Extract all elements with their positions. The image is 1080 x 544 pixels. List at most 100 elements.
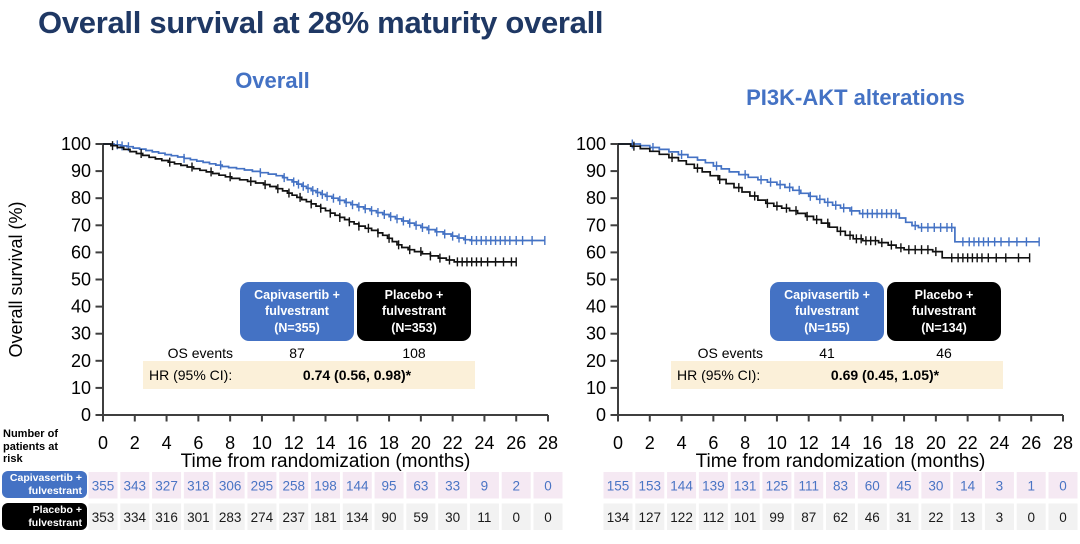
x-tick-label: 18 (379, 433, 399, 453)
hr-band-pi3k (671, 361, 1003, 389)
risk-count: 22 (928, 510, 943, 525)
y-tick-label: 0 (596, 405, 606, 425)
x-tick-label: 14 (830, 433, 850, 453)
x-tick-label: 10 (252, 433, 272, 453)
x-tick-label: 22 (443, 433, 463, 453)
risk-cell (533, 472, 563, 499)
risk-row-label-placebo: Placebo + fulvestrant (2, 503, 87, 530)
risk-cell (794, 472, 824, 499)
legend-line: fulvestrant (912, 304, 976, 319)
x-tick-label: 6 (708, 433, 718, 453)
risk-cell (698, 472, 728, 499)
risk-cell (984, 472, 1014, 499)
risk-cell (183, 472, 213, 499)
risk-cell (247, 472, 277, 499)
risk-count: 301 (187, 510, 210, 525)
risk-cell (857, 503, 887, 530)
risk-cell (1016, 472, 1046, 499)
y-tick-label: 40 (71, 297, 91, 317)
legend-box-capivasertib-pi3k: Capivasertib + fulvestrant (N=155) (770, 282, 884, 341)
x-tick-label: 14 (315, 433, 335, 453)
y-tick-label: 20 (71, 351, 91, 371)
risk-count: 11 (477, 510, 491, 525)
risk-cell (469, 503, 499, 530)
risk-count: 30 (445, 510, 460, 525)
risk-cell (1048, 503, 1078, 530)
risk-cell (374, 503, 404, 530)
y-tick-label: 30 (71, 324, 91, 344)
risk-count: 14 (960, 479, 976, 494)
risk-count: 318 (187, 479, 210, 494)
x-tick-label: 0 (613, 433, 623, 453)
risk-count: 258 (282, 479, 305, 494)
risk-cell (667, 503, 697, 530)
risk-cell (152, 503, 182, 530)
risk-cell (667, 472, 697, 499)
os-events-label-pi3k: OS events (697, 345, 763, 361)
risk-cell (215, 503, 245, 530)
risk-count: 0 (512, 510, 520, 525)
risk-count: 327 (155, 479, 178, 494)
x-tick-label: 28 (1053, 433, 1073, 453)
risk-cell (342, 472, 372, 499)
risk-count: 1 (1027, 479, 1035, 494)
risk-count: 355 (92, 479, 115, 494)
risk-cell (826, 472, 855, 499)
y-tick-label: 70 (71, 215, 91, 235)
x-tick-label: 22 (958, 433, 978, 453)
risk-count: 46 (865, 510, 880, 525)
risk-cell (152, 472, 182, 499)
risk-cell (857, 472, 887, 499)
y-axis-title: Overall survival (%) (6, 201, 26, 357)
risk-count: 99 (769, 510, 784, 525)
legend-line: fulvestrant (382, 304, 446, 319)
legend-line: fulvestrant (265, 304, 329, 319)
risk-count: 144 (670, 479, 693, 494)
risk-count: 87 (801, 510, 816, 525)
risk-cell (279, 503, 309, 530)
legend-line: (N=134) (921, 320, 967, 335)
risk-row-label-line: Placebo + (32, 504, 82, 517)
legend-line: (N=355) (274, 320, 320, 335)
risk-count: 62 (833, 510, 848, 525)
legend-line: Capivasertib + (254, 288, 340, 303)
risk-cell (698, 503, 728, 530)
risk-count: 33 (445, 479, 460, 494)
risk-count: 60 (865, 479, 880, 494)
risk-count: 139 (702, 479, 725, 494)
y-tick-label: 70 (586, 215, 606, 235)
risk-count: 283 (219, 510, 242, 525)
risk-cell (311, 503, 340, 530)
hr-value-overall: 0.74 (0.56, 0.98)* (302, 367, 412, 383)
risk-count: 0 (1027, 510, 1035, 525)
risk-count: 295 (251, 479, 274, 494)
risk-count: 2 (512, 479, 520, 494)
page-title: Overall survival at 28% maturity overall (38, 5, 604, 40)
x-axis-title: Time from randomization (months) (696, 451, 986, 472)
legend-line: Placebo + (914, 288, 974, 303)
x-tick-label: 20 (411, 433, 431, 453)
hr-label-overall: HR (95% CI): (149, 367, 233, 383)
y-tick-label: 30 (586, 324, 606, 344)
x-tick-label: 0 (98, 433, 108, 453)
x-tick-label: 26 (506, 433, 526, 453)
risk-count: 353 (92, 510, 115, 525)
risk-cell (279, 472, 309, 499)
panel-subtitle-overall: Overall (235, 68, 310, 93)
x-tick-label: 20 (926, 433, 946, 453)
risk-cell (603, 503, 633, 530)
risk-cell (762, 503, 792, 530)
os-events-capivasertib-overall: 87 (289, 345, 305, 361)
risk-count: 0 (544, 510, 552, 525)
risk-cell (794, 503, 824, 530)
risk-cell (88, 472, 118, 499)
risk-cell (406, 472, 436, 499)
y-tick-label: 10 (586, 378, 606, 398)
risk-cell (889, 503, 919, 530)
x-tick-label: 18 (894, 433, 914, 453)
risk-cell (501, 503, 531, 530)
km-curve-capivasertib-fulvestrant (103, 143, 545, 242)
